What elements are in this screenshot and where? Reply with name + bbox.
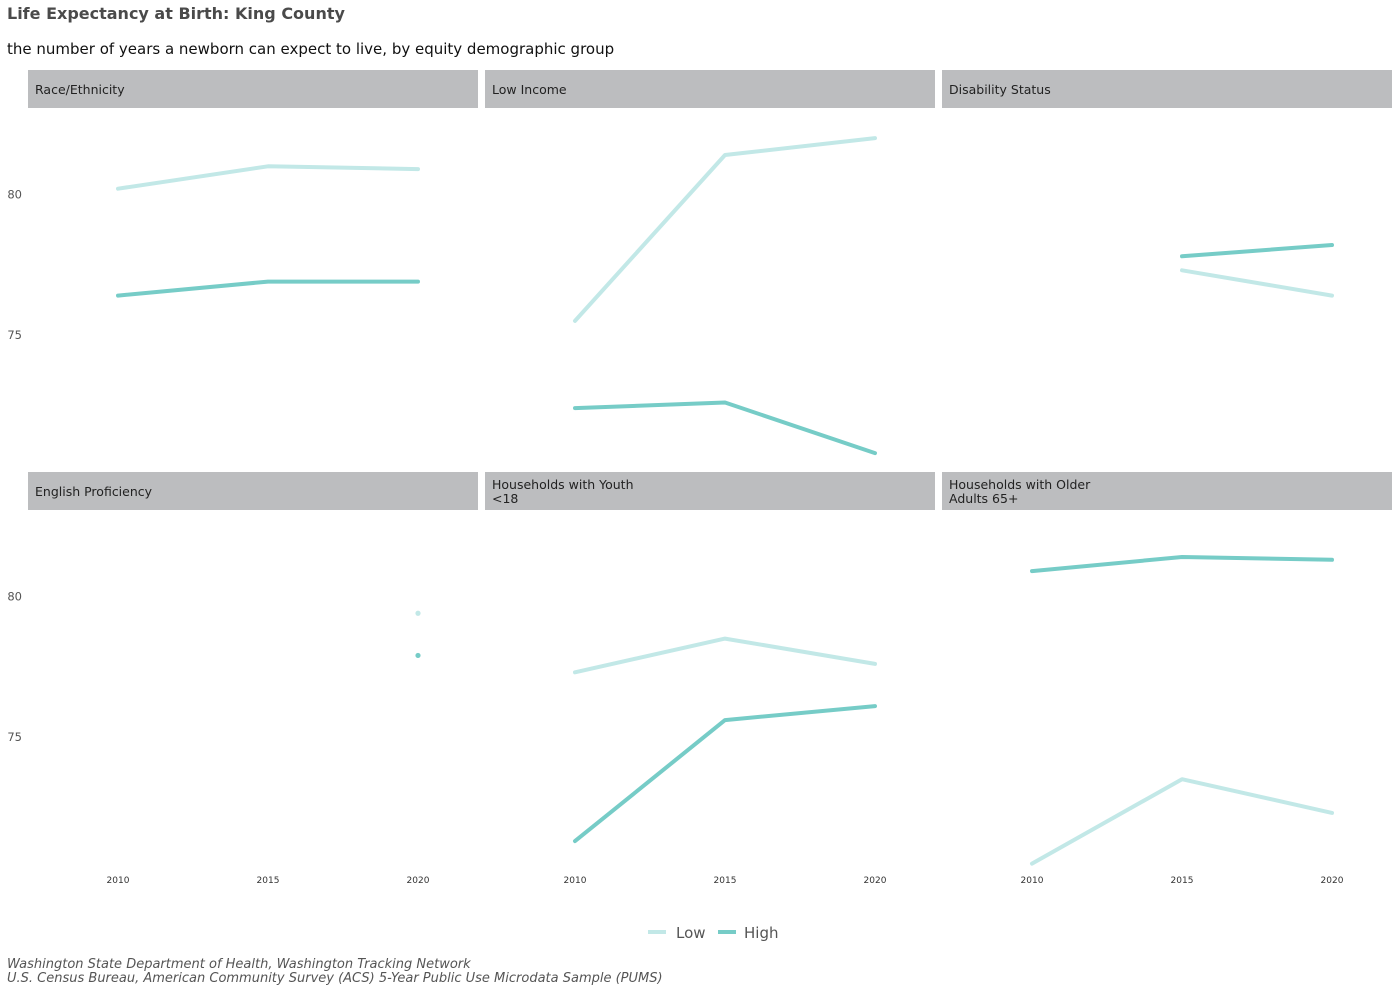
- facet-panel-3: Disability Status: [942, 70, 1392, 298]
- facet-panel-2: Low Income: [485, 70, 935, 456]
- x-tick-label: 2020: [864, 876, 887, 886]
- series-point-low: [415, 610, 421, 616]
- caption-line-1: Washington State Department of Health, W…: [7, 957, 471, 972]
- series-line-low: [573, 636, 877, 675]
- series-point-high: [415, 652, 421, 659]
- legend-label-low: Low: [676, 924, 706, 942]
- series-line-high: [573, 704, 877, 844]
- facet-strip-label: English Proficiency: [35, 484, 153, 499]
- facet-strip: [942, 70, 1392, 108]
- facet-panel-5: Households with Youth<18 2010 2015 2020: [485, 472, 935, 886]
- facet-strip: [942, 472, 1392, 510]
- series-line-low: [1030, 777, 1334, 866]
- facet-strip-label: Race/Ethnicity: [35, 82, 125, 97]
- facet-strip-label: Disability Status: [949, 82, 1051, 97]
- series-line-low: [116, 164, 420, 191]
- facet-panels: Race/Ethnicity 75 80 Low Income Disability S…: [7, 70, 1392, 886]
- facet-strip-label: <18: [492, 491, 518, 506]
- series-line-high: [573, 400, 877, 456]
- chart-title: Life Expectancy at Birth: King County: [7, 4, 345, 23]
- y-tick-label: 80: [7, 187, 22, 201]
- y-tick-label: 75: [7, 730, 22, 744]
- series-line-low: [573, 136, 877, 323]
- x-tick-label: 2020: [407, 876, 430, 886]
- series-line-high: [116, 279, 420, 298]
- facet-strip-label: Households with Youth: [492, 477, 634, 492]
- caption-line-2: U.S. Census Bureau, American Community S…: [7, 971, 663, 986]
- x-tick-label: 2010: [107, 876, 130, 886]
- facet-panel-1: Race/Ethnicity 75 80: [7, 70, 478, 342]
- y-tick-label: 75: [7, 328, 22, 342]
- facet-strip: [485, 70, 935, 108]
- facet-strip-label: Low Income: [492, 82, 567, 97]
- chart-subtitle: the number of years a newborn can expect…: [7, 40, 614, 58]
- x-tick-label: 2015: [714, 876, 737, 886]
- x-tick-label: 2010: [564, 876, 587, 886]
- facet-strip-label: Adults 65+: [949, 491, 1018, 506]
- x-tick-label: 2015: [257, 876, 280, 886]
- facet-panel-4: English Proficiency 75 80 2010 2015 2020: [7, 472, 478, 886]
- series-line-high: [1180, 243, 1334, 259]
- x-tick-label: 2020: [1321, 876, 1344, 886]
- facet-strip: [28, 70, 478, 108]
- legend-label-high: High: [744, 924, 778, 942]
- series-line-low: [1180, 268, 1334, 298]
- legend: Low High: [648, 924, 778, 942]
- x-tick-label: 2015: [1171, 876, 1194, 886]
- y-tick-label: 80: [7, 589, 22, 603]
- facet-strip: [485, 472, 935, 510]
- facet-strip: [28, 472, 478, 510]
- x-tick-label: 2010: [1021, 876, 1044, 886]
- facet-strip-label: Households with Older: [949, 477, 1091, 492]
- series-line-high: [1030, 555, 1334, 574]
